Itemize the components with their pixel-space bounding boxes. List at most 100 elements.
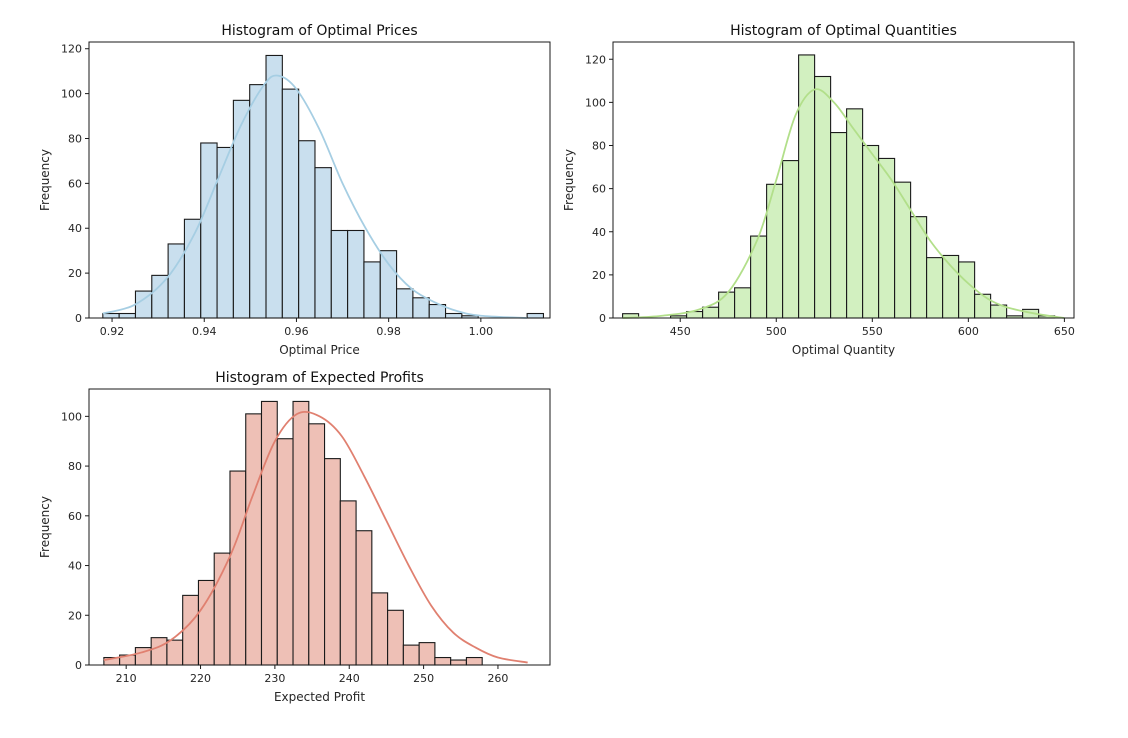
histogram-bar — [245, 413, 263, 666]
histogram-bar — [339, 500, 357, 666]
histogram-bar — [379, 250, 398, 319]
y-tick-label: 60 — [592, 183, 606, 196]
y-axis-label: Frequency — [562, 149, 576, 211]
chart-title: Histogram of Optimal Quantities — [730, 23, 957, 39]
histogram-bar — [450, 659, 467, 666]
kde-curve — [103, 410, 528, 664]
histogram-bar — [324, 458, 341, 666]
histogram-bar — [118, 312, 137, 319]
histogram-bar — [355, 530, 373, 666]
histogram-bar — [846, 108, 864, 319]
axes-frame — [612, 41, 1075, 319]
x-tick-label: 220 — [190, 672, 211, 685]
x-tick-label: 210 — [116, 672, 137, 685]
y-tick-label: 100 — [61, 88, 82, 101]
y-axis-label: Frequency — [38, 496, 52, 558]
chart-panel-2: 450 500 550 600 650 0 20 40 60 80 100 120 Histogram … — [562, 23, 1075, 357]
axes-frame — [88, 388, 551, 666]
y-tick-label: 100 — [61, 410, 82, 423]
histogram-bar — [465, 656, 483, 666]
histogram-bar — [150, 637, 168, 666]
y-tick-label: 120 — [61, 43, 82, 56]
histogram-bar — [862, 144, 880, 319]
histogram-bar — [151, 274, 169, 319]
x-tick-label: 250 — [413, 672, 434, 685]
histogram-bar — [314, 167, 332, 319]
histogram-bar — [387, 609, 404, 666]
histogram-bar — [347, 229, 365, 319]
y-tick-label: 0 — [599, 312, 606, 325]
histogram-bar — [526, 312, 545, 319]
histogram-bar — [308, 423, 326, 666]
histogram-bar — [958, 261, 976, 319]
histogram-bar — [102, 312, 120, 319]
histogram-bar — [276, 438, 294, 666]
histogram-bar — [434, 656, 452, 666]
x-tick-label: 500 — [766, 325, 787, 338]
histogram-bar — [232, 99, 251, 319]
x-tick-label: 230 — [264, 672, 285, 685]
histogram-bar — [412, 297, 430, 319]
x-tick-label: 0.98 — [376, 325, 401, 338]
y-tick-label: 20 — [592, 269, 606, 282]
histogram-bar — [265, 54, 283, 319]
y-tick-label: 40 — [68, 560, 82, 573]
y-tick-label: 20 — [68, 267, 82, 280]
y-tick-label: 0 — [75, 312, 82, 325]
histogram-bar — [418, 642, 436, 666]
x-tick-label: 650 — [1054, 325, 1075, 338]
y-tick-label: 20 — [68, 609, 82, 622]
histogram-bar — [371, 592, 389, 666]
y-tick-label: 60 — [68, 177, 82, 190]
histogram-bar — [213, 552, 231, 666]
y-tick-label: 80 — [68, 132, 82, 145]
x-axis-label: Optimal Quantity — [792, 343, 895, 357]
histogram-bar — [974, 293, 992, 319]
x-tick-label: 0.96 — [284, 325, 309, 338]
histogram-bar — [444, 312, 463, 319]
y-axis-label: Frequency — [38, 149, 52, 211]
y-tick-label: 40 — [592, 226, 606, 239]
histogram-bar — [166, 639, 184, 666]
x-tick-label: 600 — [958, 325, 979, 338]
x-tick-label: 240 — [339, 672, 360, 685]
histogram-bar — [183, 218, 202, 319]
y-tick-label: 0 — [75, 659, 82, 672]
chart-title: Histogram of Optimal Prices — [221, 23, 417, 39]
histogram-bar — [330, 229, 349, 319]
x-axis-label: Expected Profit — [274, 690, 365, 704]
y-tick-label: 80 — [592, 140, 606, 153]
y-tick-label: 60 — [68, 510, 82, 523]
histogram-bar — [298, 140, 316, 319]
histogram-bar — [926, 257, 944, 319]
histogram-bar — [734, 287, 752, 319]
axes-frame — [88, 41, 551, 319]
histogram-bar — [782, 160, 800, 319]
x-tick-label: 550 — [862, 325, 883, 338]
histogram-bar — [830, 132, 848, 319]
y-tick-label: 40 — [68, 222, 82, 235]
histogram-bar — [702, 306, 720, 319]
y-tick-label: 80 — [68, 460, 82, 473]
x-tick-label: 450 — [670, 325, 691, 338]
x-tick-label: 0.94 — [192, 325, 217, 338]
histogram-bar — [200, 142, 218, 319]
chart-panel-3: 210 220 230 240 250 260 0 20 40 60 80 100 Histogram … — [38, 370, 551, 704]
x-tick-label: 0.92 — [100, 325, 125, 338]
x-tick-label: 1.00 — [469, 325, 494, 338]
chart-title: Histogram of Expected Profits — [215, 370, 424, 386]
histogram-bar — [182, 594, 200, 666]
histogram-bar — [363, 261, 381, 319]
histogram-bar — [396, 288, 414, 319]
histogram-bar — [894, 181, 912, 319]
histogram-bar — [402, 644, 420, 666]
kde-curve — [622, 88, 1065, 319]
x-axis-label: Optimal Price — [279, 343, 360, 357]
histogram-bar — [281, 88, 300, 319]
histogram-bar — [216, 146, 234, 319]
histogram-bar — [718, 291, 736, 319]
x-tick-label: 260 — [487, 672, 508, 685]
histogram-bar — [229, 470, 247, 666]
